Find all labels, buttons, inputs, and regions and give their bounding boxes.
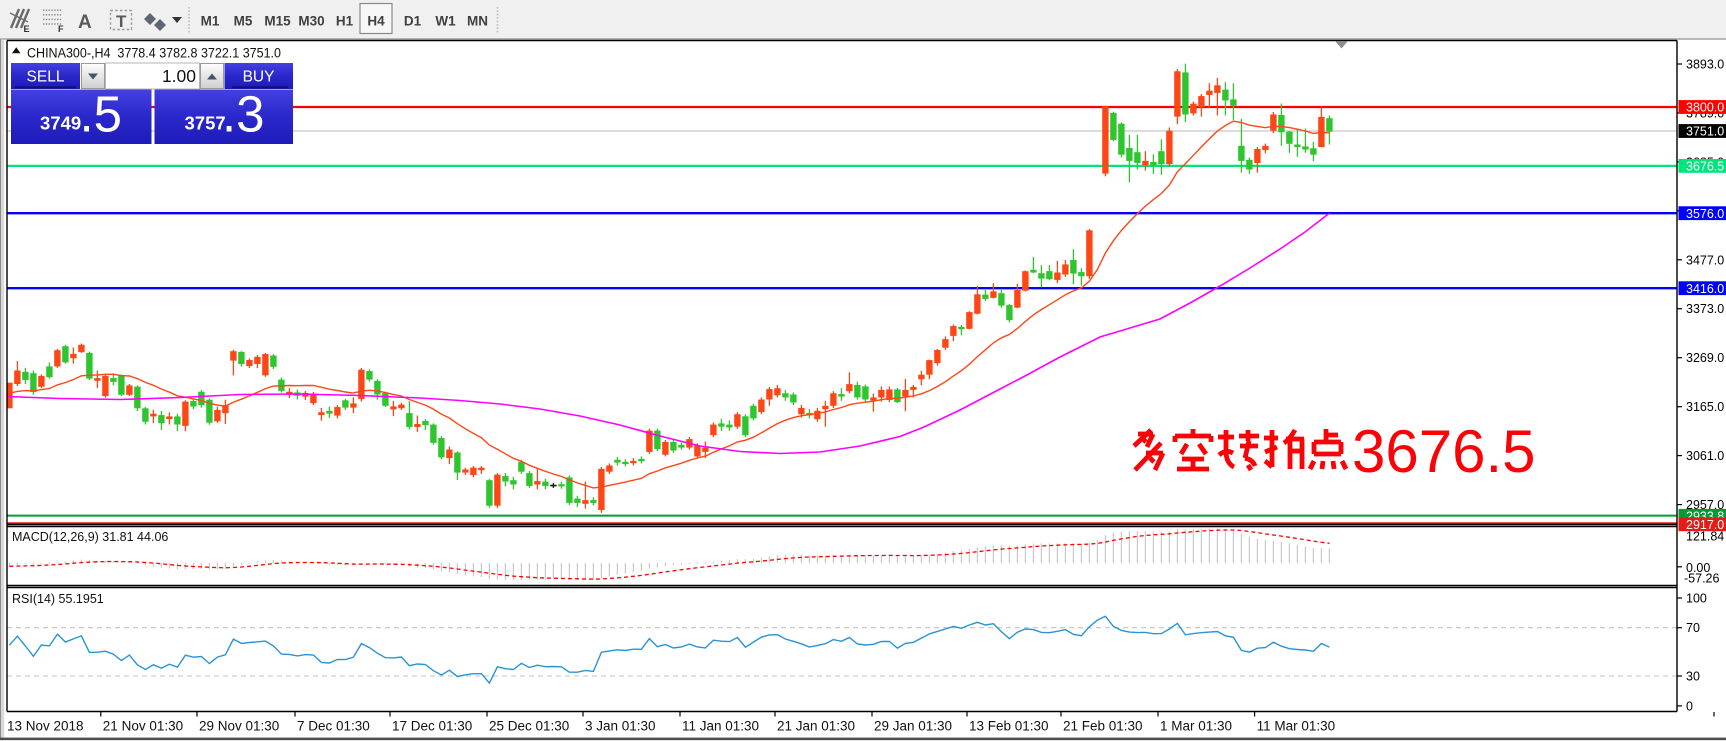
- svg-text:A: A: [78, 12, 92, 33]
- svg-text:M30: M30: [298, 14, 324, 29]
- svg-text:3165.0: 3165.0: [1686, 400, 1724, 414]
- svg-text:30: 30: [1686, 670, 1700, 684]
- svg-text:3757: 3757: [185, 113, 226, 134]
- svg-text:7 Dec 01:30: 7 Dec 01:30: [297, 719, 370, 734]
- svg-text:MN: MN: [467, 14, 488, 29]
- svg-text:13 Nov 2018: 13 Nov 2018: [7, 719, 84, 734]
- svg-text:RSI(14) 55.1951: RSI(14) 55.1951: [12, 592, 104, 606]
- svg-text:2917.0: 2917.0: [1686, 518, 1724, 532]
- svg-text:29 Jan 01:30: 29 Jan 01:30: [874, 719, 952, 734]
- svg-text:3800.0: 3800.0: [1686, 101, 1724, 115]
- svg-text:3477.0: 3477.0: [1686, 253, 1724, 267]
- svg-text:D1: D1: [404, 14, 422, 29]
- svg-text:13 Feb 01:30: 13 Feb 01:30: [969, 719, 1049, 734]
- svg-text:0.00: 0.00: [1686, 561, 1710, 575]
- svg-text:70: 70: [1686, 621, 1700, 635]
- svg-text:E: E: [24, 24, 30, 34]
- svg-text:CHINA300-,H4 3778.4 3782.8 37: CHINA300-,H4 3778.4 3782.8 3722.1 3751.0: [27, 46, 281, 61]
- svg-text:MACD(12,26,9) 31.81 44.06: MACD(12,26,9) 31.81 44.06: [12, 530, 168, 544]
- svg-text:BUY: BUY: [243, 69, 275, 86]
- svg-text:M1: M1: [201, 14, 220, 29]
- svg-text:H1: H1: [336, 14, 354, 29]
- svg-text:.5: .5: [80, 86, 123, 143]
- svg-text:3893.0: 3893.0: [1686, 58, 1724, 72]
- svg-text:T: T: [116, 12, 127, 31]
- svg-text:21 Jan 01:30: 21 Jan 01:30: [777, 719, 855, 734]
- svg-text:-57.26: -57.26: [1684, 572, 1719, 586]
- svg-text:M15: M15: [264, 14, 291, 29]
- svg-text:1 Mar 01:30: 1 Mar 01:30: [1160, 719, 1232, 734]
- svg-text:3676.5: 3676.5: [1352, 418, 1536, 485]
- svg-text:0: 0: [1686, 699, 1693, 713]
- svg-text:25 Dec 01:30: 25 Dec 01:30: [489, 719, 569, 734]
- svg-text:17 Dec 01:30: 17 Dec 01:30: [392, 719, 472, 734]
- svg-text:29 Nov 01:30: 29 Nov 01:30: [199, 719, 279, 734]
- svg-text:F: F: [58, 24, 64, 34]
- svg-text:SELL: SELL: [27, 69, 65, 86]
- svg-text:21 Nov 01:30: 21 Nov 01:30: [103, 719, 183, 734]
- svg-text:11 Jan 01:30: 11 Jan 01:30: [682, 719, 759, 734]
- svg-text:21 Feb 01:30: 21 Feb 01:30: [1063, 719, 1143, 734]
- svg-text:3269.0: 3269.0: [1686, 351, 1724, 365]
- svg-text:3751.0: 3751.0: [1686, 125, 1724, 139]
- svg-text:.3: .3: [222, 86, 265, 143]
- svg-text:1.00: 1.00: [162, 66, 196, 86]
- svg-text:3 Jan 01:30: 3 Jan 01:30: [585, 719, 656, 734]
- svg-text:3373.0: 3373.0: [1686, 302, 1724, 316]
- svg-text:3676.5: 3676.5: [1686, 160, 1724, 174]
- svg-text:2957.0: 2957.0: [1686, 498, 1724, 512]
- svg-text:100: 100: [1686, 592, 1707, 606]
- svg-text:3061.0: 3061.0: [1686, 449, 1724, 463]
- svg-text:W1: W1: [435, 14, 456, 29]
- svg-text:3416.0: 3416.0: [1686, 282, 1724, 296]
- svg-text:3749: 3749: [40, 113, 81, 134]
- svg-text:3576.0: 3576.0: [1686, 207, 1724, 221]
- svg-text:11 Mar 01:30: 11 Mar 01:30: [1257, 719, 1336, 734]
- svg-text:121.84: 121.84: [1686, 530, 1724, 544]
- svg-text:H4: H4: [367, 14, 385, 29]
- svg-text:M5: M5: [234, 14, 253, 29]
